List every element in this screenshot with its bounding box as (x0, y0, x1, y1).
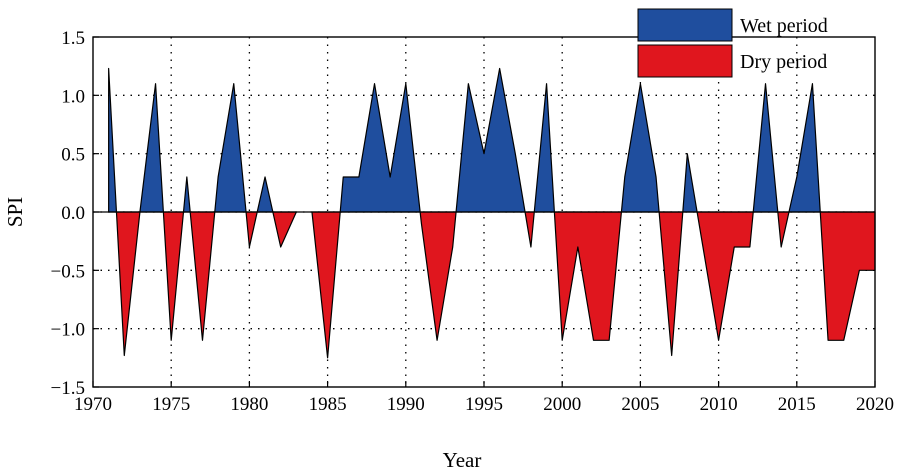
wet-period-area (620, 83, 660, 213)
x-tick-label: 2010 (700, 394, 738, 415)
y-tick-label: −1.5 (51, 378, 85, 399)
dry-period-area (419, 211, 457, 341)
legend-swatch-dry (637, 44, 733, 78)
wet-period-area (182, 176, 191, 213)
wet-period-area (682, 153, 698, 213)
wet-period-area (533, 83, 555, 213)
x-tick-label: 1970 (74, 394, 112, 415)
wet-period-area (455, 67, 526, 213)
legend-swatch-wet (637, 8, 733, 42)
dry-period-area (524, 211, 535, 248)
wet-period-area (108, 67, 118, 213)
x-tick-label: 2000 (543, 394, 581, 415)
x-tick-label: 1990 (387, 394, 425, 415)
legend-label-wet: Wet period (740, 15, 828, 37)
y-tick-label: 1.0 (61, 86, 85, 107)
wet-period-area (214, 83, 247, 213)
legend-label-dry: Dry period (740, 51, 827, 73)
y-tick-label: 1.5 (61, 28, 85, 49)
dry-period-area (311, 211, 341, 359)
x-tick-label: 2015 (778, 394, 816, 415)
spi-area-series (93, 67, 876, 359)
dry-period-area (245, 211, 258, 248)
x-tick-label: 1995 (465, 394, 503, 415)
x-tick-label: 1975 (152, 394, 190, 415)
x-tick-label: 1980 (230, 394, 268, 415)
x-axis-title: Year (443, 448, 482, 471)
dry-period-area (272, 211, 297, 248)
x-tick-label: 2005 (621, 394, 659, 415)
y-tick-label: −0.5 (51, 261, 85, 282)
legend: Wet period Dry period (637, 8, 828, 78)
dry-period-area (162, 211, 185, 341)
y-axis-title: SPI (3, 197, 27, 227)
wet-period-area (339, 83, 421, 213)
wet-period-area (752, 83, 779, 213)
dry-period-area (658, 211, 684, 357)
y-tick-label: 0.5 (61, 145, 85, 166)
axes: 1970 1975 1980 1985 1990 1995 2000 2005 2010 2015… (3, 28, 894, 471)
dry-period-area (696, 211, 754, 341)
dry-period-area (777, 211, 790, 248)
dry-period-area (819, 211, 876, 341)
y-tick-label: 0.0 (61, 203, 85, 224)
x-tick-label: 1985 (309, 394, 347, 415)
dry-period-area (553, 211, 623, 341)
dry-period-area (115, 211, 141, 357)
x-tick-label: 2020 (856, 394, 894, 415)
wet-period-area (788, 83, 821, 213)
y-tick-label: −1.0 (51, 320, 85, 341)
wet-period-area (256, 176, 274, 213)
wet-period-area (139, 83, 164, 213)
dry-period-area (189, 211, 216, 341)
